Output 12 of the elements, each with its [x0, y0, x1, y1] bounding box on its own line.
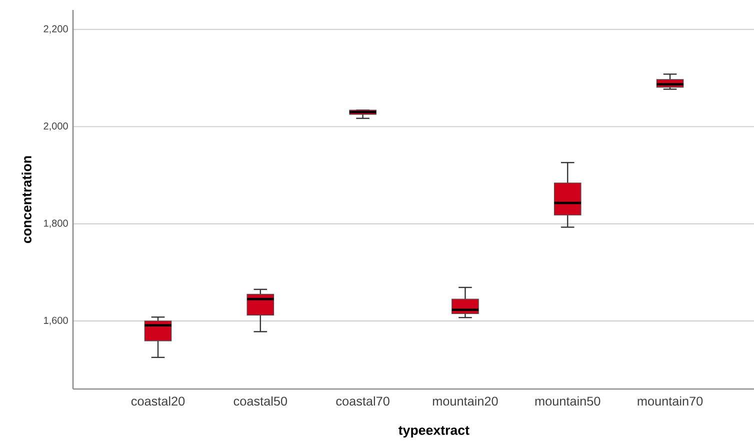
x-tick-label: coastal20 — [131, 396, 185, 406]
x-tick-label: mountain50 — [535, 396, 600, 406]
x-tick-label: mountain20 — [432, 396, 498, 406]
x-axis-title: typeextract — [398, 426, 470, 438]
y-axis-title: concentration — [22, 156, 32, 244]
y-tick-label: 1,600 — [44, 316, 68, 326]
y-tick-label: 2,200 — [44, 25, 68, 34]
x-tick-label: coastal70 — [336, 396, 390, 406]
x-tick-label: mountain70 — [638, 396, 703, 406]
x-tick-label: coastal50 — [234, 396, 288, 406]
y-tick-label: 1,800 — [44, 220, 68, 228]
y-tick-label: 2,000 — [44, 122, 68, 131]
